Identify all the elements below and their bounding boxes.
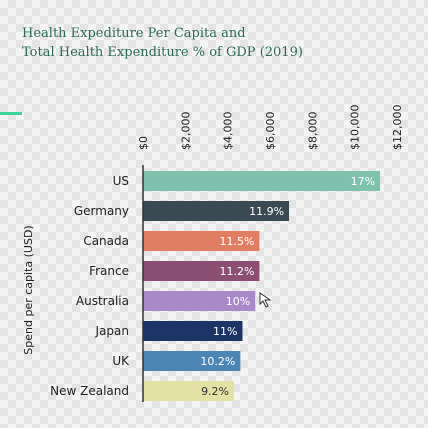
x-tick-label: $8,000 (306, 112, 319, 151)
chart-title-line-2: Total Health Expenditure % of GDP (2019) (22, 45, 303, 60)
x-tick-label: $12,000 (391, 105, 404, 151)
x-tick-label: $6,000 (264, 112, 277, 151)
bar (143, 201, 290, 221)
bar (143, 171, 381, 191)
chart-title-line-1: Health Expediture Per Capita and (22, 26, 246, 41)
category-label: New Zealand (50, 384, 129, 398)
bar-value-label: 17% (351, 175, 375, 188)
category-label: Australia (76, 294, 129, 308)
cursor-icon (259, 292, 272, 308)
bar-value-label: 9.2% (201, 385, 229, 398)
category-label: Canada (83, 234, 129, 248)
x-tick-label: $0 (137, 136, 150, 150)
bar-value-label: 11.9% (249, 205, 284, 218)
bar-value-label: 11.5% (219, 235, 254, 248)
bar (143, 261, 260, 281)
bar (143, 381, 235, 401)
bar (143, 291, 256, 311)
accent-line (0, 112, 22, 115)
x-tick-label: $4,000 (222, 112, 235, 151)
category-labels: US Germany Canada France Australia Japan UK New… (50, 174, 130, 398)
category-label: UK (112, 354, 130, 368)
bar (143, 351, 241, 371)
category-label: Japan (95, 324, 129, 338)
y-axis-label: Spend per capita (USD) (22, 225, 35, 354)
category-label: US (113, 174, 129, 188)
bars: 17% 11.9% 11.5% 11.2% 10% 11% 10.2% 9.2% (143, 171, 381, 401)
bar (143, 321, 243, 341)
bar (143, 231, 260, 251)
chart-title: Health Expediture Per Capita and Total H… (22, 24, 303, 62)
bar-value-label: 10% (226, 295, 250, 308)
x-axis-ticks: $0 $2,000 $4,000 $6,000 $8,000 $10,000 $12,000 (137, 105, 404, 151)
x-tick-label: $10,000 (349, 105, 362, 151)
category-label: France (89, 264, 129, 278)
category-label: Germany (74, 204, 129, 218)
bar-value-label: 11% (213, 325, 237, 338)
bar-value-label: 10.2% (200, 355, 235, 368)
x-tick-label: $2,000 (179, 112, 192, 151)
bar-value-label: 11.2% (219, 265, 254, 278)
